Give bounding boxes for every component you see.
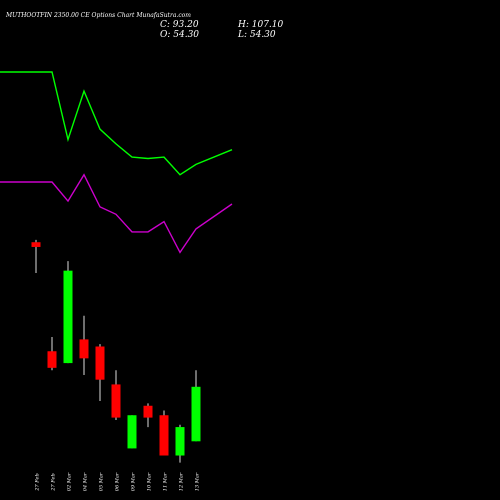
candle-body-down xyxy=(143,405,153,418)
x-tick-label: 12 Mar xyxy=(179,472,185,491)
low-value: L: 54.30 xyxy=(237,30,276,40)
candles-group xyxy=(31,239,201,463)
x-tick-label: 11 Mar xyxy=(163,472,169,491)
candle-body-down xyxy=(159,415,169,456)
x-tick-label: 27 Feb xyxy=(51,473,57,491)
x-tick-label: 06 Mar xyxy=(115,472,121,491)
x-tick-labels: 27 Feb 27 Feb 02 Mar 04 Mar 05 Mar 06 Mar 09 M… xyxy=(35,472,201,491)
candle-body-up xyxy=(175,427,185,456)
x-tick-label: 02 Mar xyxy=(67,472,73,491)
x-tick-label: 10 Mar xyxy=(147,472,153,491)
x-tick-label: 05 Mar xyxy=(99,472,105,491)
candle-body-down xyxy=(95,346,105,380)
x-tick-label: 27 Feb xyxy=(35,473,41,491)
lower-line-series xyxy=(0,173,233,254)
x-tick-label: 09 Mar xyxy=(131,472,137,491)
candle-body-down xyxy=(31,242,41,247)
x-tick-label: 04 Mar xyxy=(83,472,89,491)
candle-body-down xyxy=(79,339,89,359)
candle-body-up xyxy=(191,386,201,442)
close-value: C: 93.20 xyxy=(160,20,199,30)
open-value: O: 54.30 xyxy=(160,30,199,40)
x-tick-label: 13 Mar xyxy=(195,472,201,491)
upper-line-series xyxy=(0,71,233,176)
candle-body-down xyxy=(111,384,121,418)
candle-body-up xyxy=(127,415,137,449)
candle-body-down xyxy=(47,351,57,368)
high-value: H: 107.10 xyxy=(237,20,284,30)
chart-title: MUTHOOTFIN 2350.00 CE Options Chart Muna… xyxy=(5,12,191,19)
candle-body-up xyxy=(63,270,73,364)
